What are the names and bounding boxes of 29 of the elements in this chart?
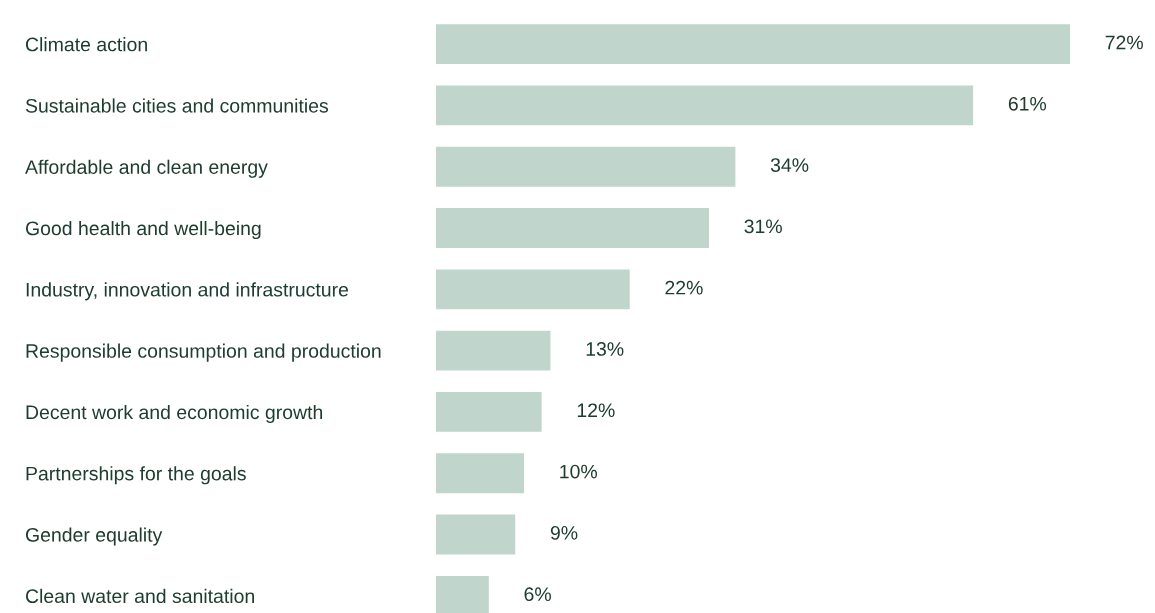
data-label: 22% (665, 280, 703, 295)
data-label: 12% (577, 403, 615, 418)
bar (436, 24, 1070, 65)
data-label: 6% (524, 587, 551, 602)
y-tick-label: Decent work and economic growth (26, 404, 323, 424)
y-tick-label: Affordable and clean energy (25, 159, 268, 178)
bar (436, 453, 525, 494)
data-label: 10% (560, 464, 597, 479)
y-tick-label: Good health and well-being (25, 220, 261, 240)
data-label: 72% (1105, 35, 1143, 50)
data-label: 31% (744, 219, 782, 234)
y-tick-label: Clean water and sanitation (25, 588, 254, 604)
bar (436, 85, 974, 126)
y-tick-label: Industry, innovation and infrastructure (26, 282, 349, 301)
y-tick-label: Climate action (25, 37, 147, 52)
bar (436, 208, 709, 248)
data-label: 9% (550, 525, 578, 540)
data-label: 13% (586, 342, 624, 356)
bar (436, 392, 542, 432)
y-tick-label: Partnerships for the goals (26, 466, 246, 485)
y-tick-label: Gender equality (25, 527, 163, 546)
data-label: 34% (770, 158, 809, 172)
bar (436, 514, 516, 555)
bar (436, 269, 630, 310)
data-label: 61% (1008, 96, 1047, 111)
bar (436, 330, 551, 371)
y-tick-label: Sustainable cities and communities (25, 98, 328, 113)
y-tick-label: Responsible consumption and production (26, 343, 381, 362)
bar (436, 146, 736, 187)
